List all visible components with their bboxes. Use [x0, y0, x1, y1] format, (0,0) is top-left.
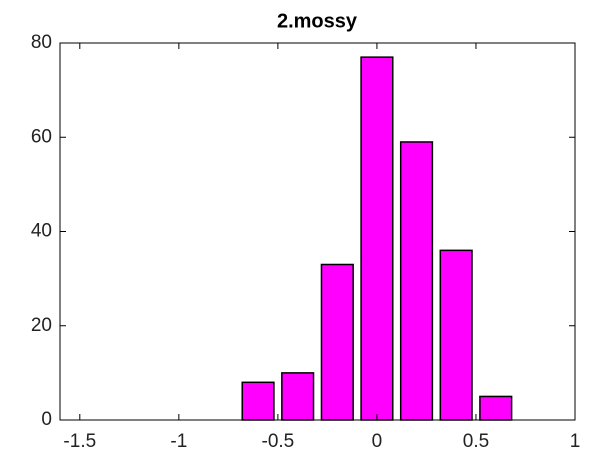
y-tick-label: 40 [31, 221, 52, 242]
chart-title: 2.mossy [277, 10, 358, 32]
x-tick-label: 1 [570, 431, 581, 452]
x-tick-label: -1 [170, 431, 187, 452]
bar [360, 56, 394, 421]
bar [399, 141, 434, 421]
bar [241, 381, 275, 421]
y-tick-label: 0 [41, 409, 52, 430]
bar [320, 263, 354, 421]
y-tick-label: 60 [31, 126, 52, 147]
bar [439, 249, 473, 421]
y-tick-label: 80 [31, 32, 52, 53]
x-tick-label: -1.5 [63, 431, 96, 452]
bar [479, 395, 513, 421]
plot-frame [59, 42, 576, 421]
x-tick-label: 0.5 [463, 431, 489, 452]
bar [281, 372, 315, 421]
x-tick-label: 0 [372, 431, 383, 452]
x-tick-label: -0.5 [262, 431, 295, 452]
y-tick-label: 20 [31, 315, 52, 336]
